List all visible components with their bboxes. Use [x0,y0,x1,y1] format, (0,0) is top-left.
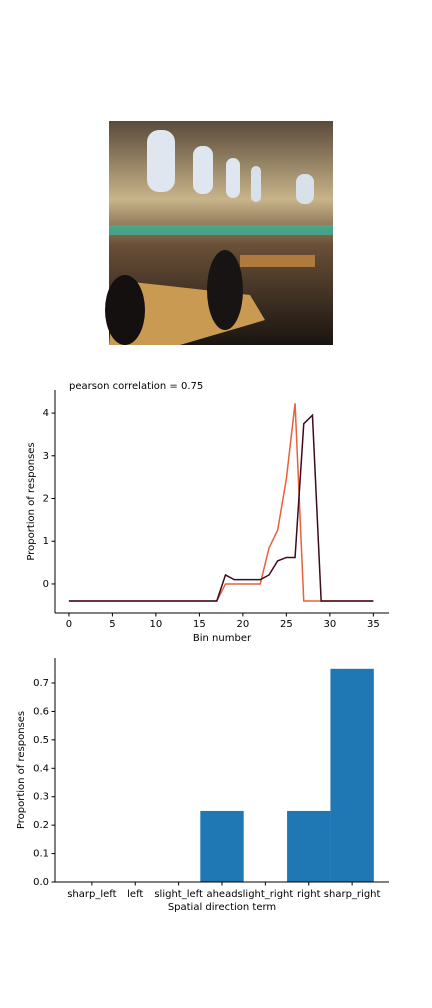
x-tick-label: ahead [206,889,237,900]
y-tick-label: 0.4 [33,763,49,774]
x-tick-label: slight_right [237,889,293,900]
x-tick-label: 25 [280,619,293,630]
x-tick-label: 35 [367,619,380,630]
chart-title: pearson correlation = 0.75 [69,381,203,392]
y-tick-label: 2 [43,494,49,505]
y-tick-label: 0.1 [33,849,49,860]
x-axis-label: Bin number [193,633,252,644]
x-tick-label: sharp_right [324,889,381,900]
bar [200,810,244,882]
y-tick-label: 0.7 [33,678,49,689]
x-axis-label: Spatial direction term [168,902,276,913]
y-tick-label: 0 [43,579,49,590]
y-tick-label: 0.2 [33,820,49,831]
line-series [68,413,374,602]
x-tick-label: 10 [150,619,163,630]
photo [105,121,333,345]
x-tick-label: 30 [323,619,336,630]
y-tick-label: 3 [43,451,49,462]
y-tick-label: 1 [43,536,49,547]
y-tick-label: 0.0 [33,877,49,888]
x-tick-label: right [297,889,321,900]
bar [330,668,374,882]
x-tick-label: sharp_left [67,889,116,900]
y-tick-label: 0.6 [33,706,49,717]
x-tick-label: left [127,889,143,900]
x-tick-label: 5 [109,619,115,630]
y-tick-label: 0.5 [33,735,49,746]
y-tick-label: 0.3 [33,792,49,803]
line-series [68,403,374,602]
x-tick-label: 20 [237,619,250,630]
y-axis-label: Proportion of responses [16,711,27,829]
y-tick-label: 4 [43,408,49,419]
y-axis-label: Proportion of responses [26,442,37,560]
x-tick-label: slight_left [154,889,203,900]
bar [287,810,331,882]
x-tick-label: 0 [66,619,72,630]
x-tick-label: 15 [193,619,206,630]
